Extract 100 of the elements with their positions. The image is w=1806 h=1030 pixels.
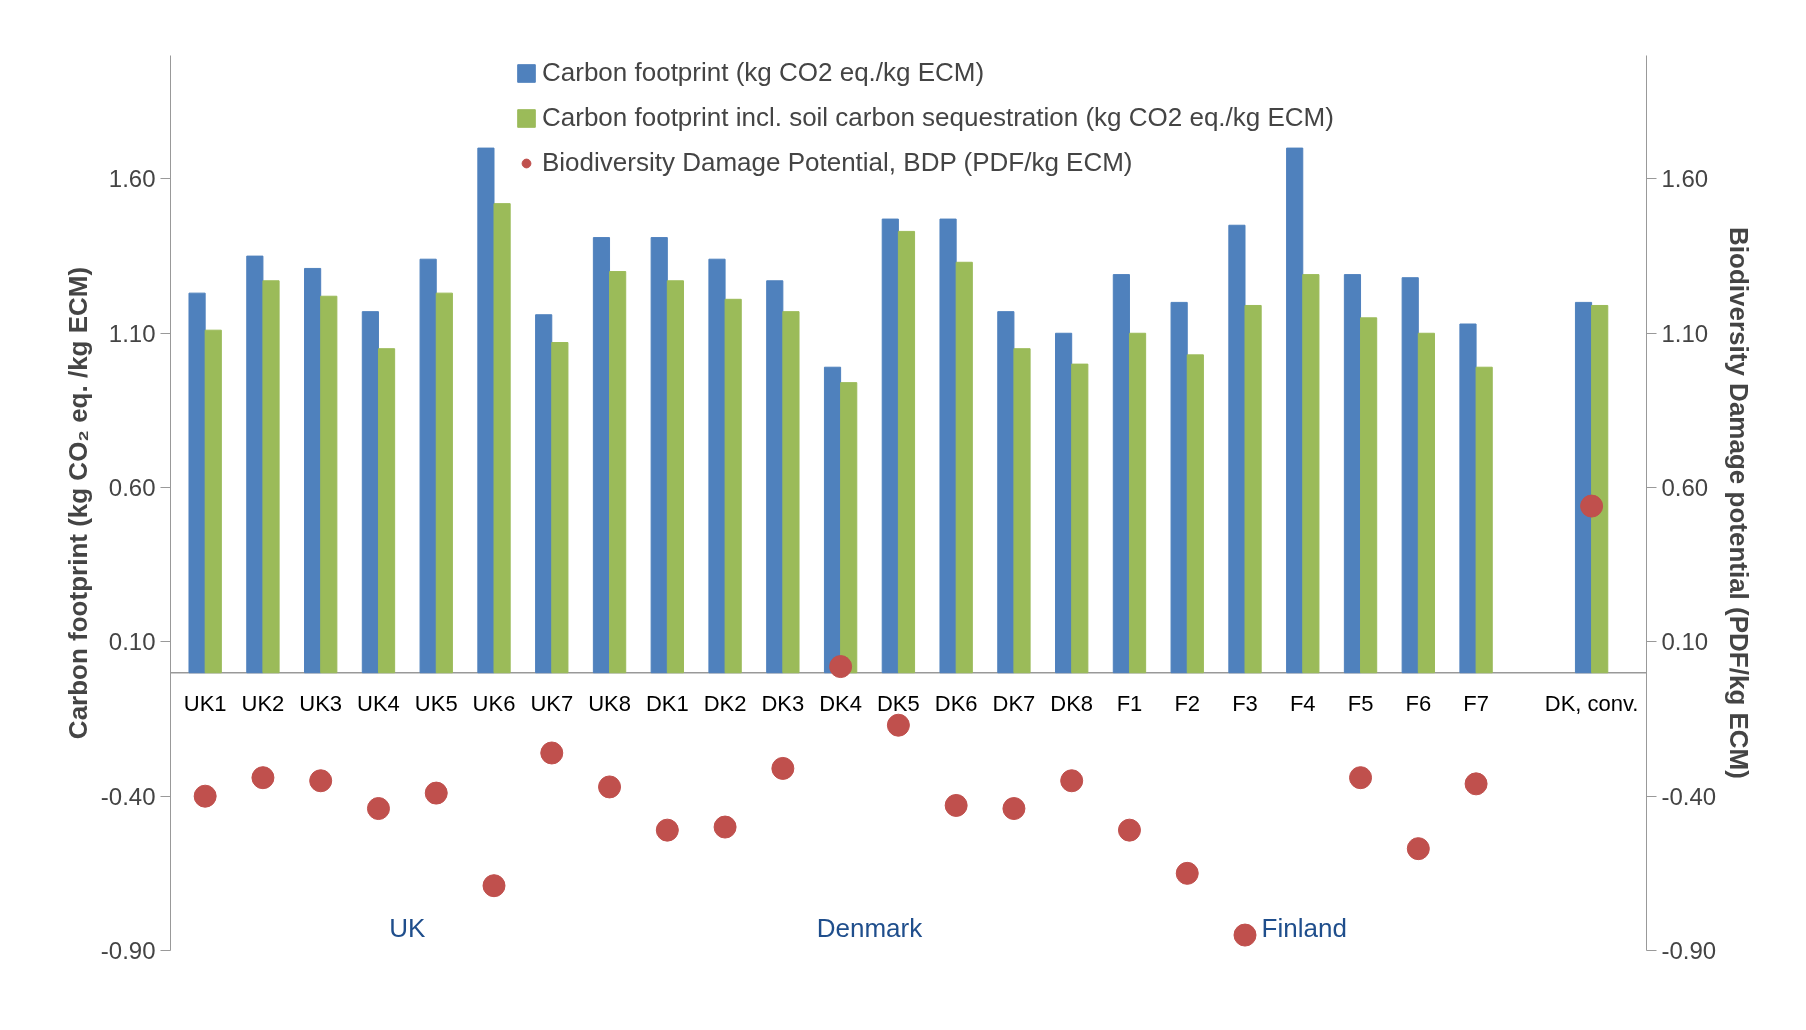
bar	[304, 267, 322, 674]
x-tick-label: UK3	[299, 690, 343, 716]
y2-tick-label: 1.60	[1661, 165, 1709, 193]
x-tick-label: DK8	[1050, 690, 1094, 716]
legend-label: Biodiversity Damage Potential, BDP (PDF/kg ECM)	[542, 147, 1133, 178]
bar	[609, 271, 627, 674]
x-tick-label: UK1	[183, 690, 227, 716]
bar	[262, 280, 280, 674]
point	[944, 793, 968, 817]
legend-label: Carbon footprint (kg CO2 eq./kg ECM)	[542, 57, 985, 88]
bar	[1574, 301, 1593, 674]
bar	[188, 292, 206, 674]
x-tick-label: DK, conv.	[1544, 690, 1639, 716]
point	[424, 781, 448, 805]
x-tick-label: DK5	[876, 690, 920, 716]
bar	[204, 329, 222, 674]
bar	[361, 311, 379, 674]
y2-tick-label: -0.40	[1661, 782, 1717, 810]
y2-tick-label: 0.60	[1661, 474, 1709, 502]
annotation: UK	[389, 912, 427, 943]
y2-axis-title: Biodiversity Damage potential (PDF/kg ECM)	[1724, 227, 1755, 779]
point	[540, 741, 564, 765]
point	[598, 775, 622, 799]
x-tick-label: DK2	[703, 690, 747, 716]
point	[366, 797, 390, 821]
x-tick-label: DK4	[819, 690, 863, 716]
point	[886, 713, 910, 737]
bar	[1591, 304, 1609, 674]
x-tick-label: F7	[1463, 690, 1489, 716]
point	[713, 815, 737, 839]
bar	[1013, 348, 1031, 674]
x-tick-label: UK5	[414, 690, 458, 716]
bar	[724, 298, 742, 674]
bar	[535, 314, 553, 674]
point	[251, 766, 275, 790]
x-tick-label: F6	[1405, 690, 1432, 716]
x-tick-label: DK1	[645, 690, 689, 716]
bar	[766, 280, 784, 674]
bar	[650, 237, 668, 674]
point	[309, 769, 333, 793]
bar	[1360, 317, 1378, 674]
y-tick-label: 1.60	[108, 165, 156, 193]
bar	[897, 230, 916, 674]
bar	[320, 295, 338, 674]
bar	[246, 255, 264, 674]
bar	[435, 292, 453, 674]
point	[1349, 766, 1373, 790]
bar	[955, 261, 973, 674]
y-tick-label: 0.10	[108, 628, 156, 656]
bar	[939, 218, 957, 674]
x-tick-label: UK7	[530, 690, 574, 716]
bar	[840, 382, 858, 674]
point	[1233, 923, 1257, 947]
x-tick-label: UK8	[588, 690, 631, 716]
bar	[1128, 332, 1147, 674]
bar	[1186, 354, 1204, 674]
bar	[1459, 323, 1477, 674]
bar	[1071, 363, 1089, 674]
point	[655, 818, 679, 842]
bar	[666, 280, 684, 674]
annotation: Denmark	[816, 912, 924, 943]
y-axis-title: Carbon footprint (kg CO₂ eq. /kg ECM)	[62, 266, 93, 740]
bar	[782, 311, 800, 674]
x-tick-label: DK6	[934, 690, 978, 716]
x-tick-label: UK2	[241, 690, 285, 716]
bar	[1417, 332, 1435, 674]
y-tick-label: -0.90	[100, 937, 156, 964]
bar	[1170, 301, 1188, 674]
bar	[823, 366, 842, 674]
bar	[1286, 147, 1304, 674]
bar	[997, 311, 1015, 674]
point	[771, 756, 795, 780]
point	[1580, 494, 1604, 518]
bar	[1112, 274, 1130, 674]
y-tick-label: 0.60	[108, 474, 156, 502]
bar	[1475, 366, 1493, 674]
bar	[377, 348, 396, 674]
legend-label: Carbon footprint incl. soil carbon sequestration (kg CO2 eq./kg ECM)	[542, 102, 1334, 133]
bar	[1302, 274, 1320, 674]
point	[193, 784, 217, 808]
bar	[881, 218, 899, 674]
y2-tick-label: 1.10	[1661, 319, 1709, 347]
x-tick-label: DK3	[761, 690, 805, 716]
bar	[1343, 274, 1362, 674]
x-tick-label: F1	[1116, 690, 1143, 716]
point	[1464, 772, 1488, 796]
bar	[551, 342, 569, 674]
bar	[477, 147, 495, 674]
bar	[592, 237, 611, 674]
bar	[1244, 304, 1262, 674]
x-tick-label: F2	[1174, 690, 1201, 716]
y-tick-label: 1.10	[108, 319, 156, 347]
y2-tick-label: 0.10	[1661, 628, 1709, 656]
y2-tick-label: -0.90	[1661, 937, 1717, 964]
bar	[1401, 277, 1419, 674]
point	[829, 655, 853, 679]
y-tick-label: -0.40	[100, 782, 156, 810]
point	[482, 874, 506, 898]
point	[1002, 797, 1026, 821]
bar	[1228, 224, 1246, 674]
